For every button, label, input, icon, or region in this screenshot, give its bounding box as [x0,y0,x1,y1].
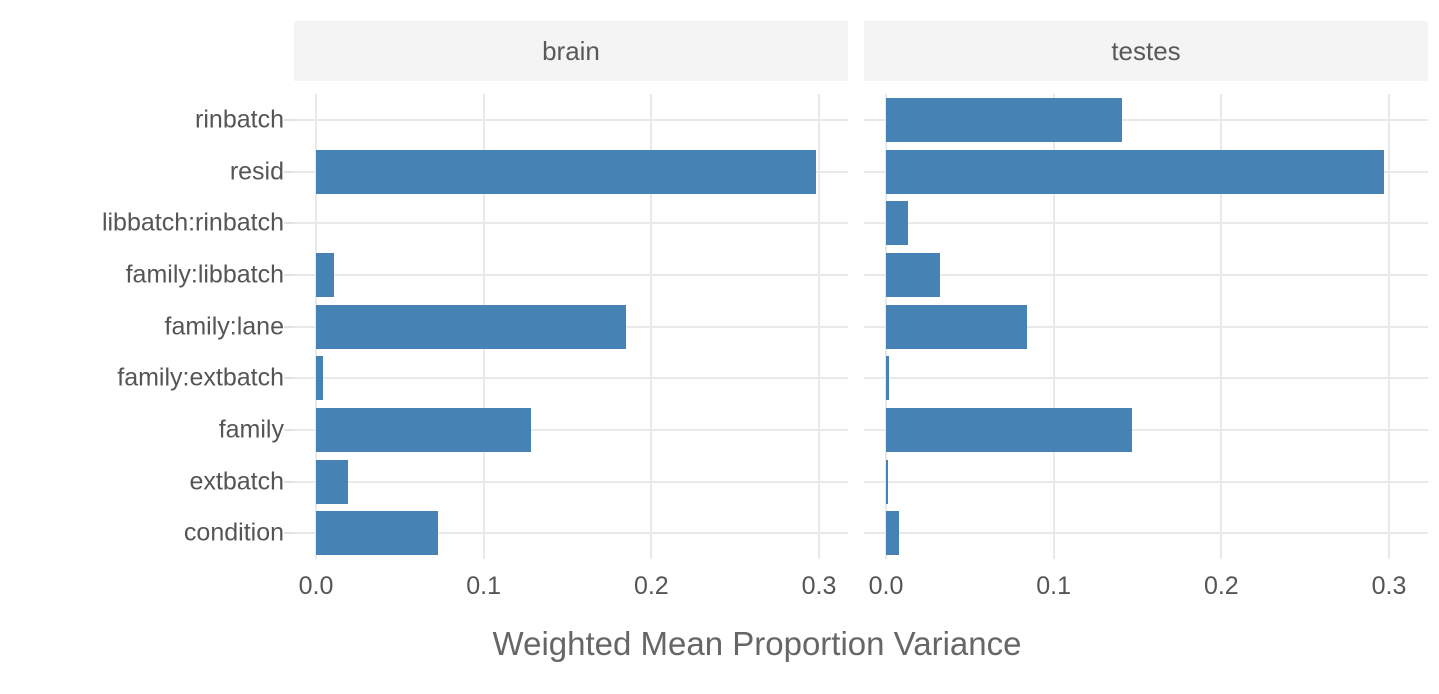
x-tick-label: 0.2 [1203,572,1239,600]
gridline-horizontal [864,480,1428,483]
gridline-vertical [1052,94,1055,559]
gridline-horizontal [864,428,1428,431]
gridline-horizontal [864,273,1428,276]
x-tick-label: 0.3 [801,572,837,600]
x-tick-label: 0.1 [466,572,502,600]
bar-brain-family:extbatch [316,356,323,401]
y-axis-label: resid [229,157,284,185]
y-axis-label: family:libbatch [125,260,284,289]
gridline-horizontal [294,428,848,431]
y-tick-mark [284,170,294,173]
bar-brain-resid [316,149,816,194]
y-axis-label: family:lane [164,312,285,340]
y-axis-label: family:extbatch [117,363,284,392]
y-tick-mark [284,325,294,328]
gridline-vertical [1388,94,1390,559]
y-axis-label: extbatch [189,467,284,495]
y-axis-label: family [218,415,284,444]
panel-brain [294,94,848,559]
y-axis-label: rinbatch [195,105,284,134]
y-tick-mark [284,118,294,121]
x-tick-label: 0.3 [1371,572,1407,600]
gridline-horizontal [294,532,848,535]
gridline-vertical [650,94,653,559]
gridline-vertical [818,94,820,559]
x-tick-label: 0.1 [1036,572,1072,600]
bar-testes-rinbatch [886,97,1123,142]
x-tick-label: 0.2 [633,572,669,600]
bar-testes-extbatch [886,459,888,504]
bar-brain-family:libbatch [316,252,335,297]
gridline-horizontal [864,118,1428,121]
bar-testes-family:lane [886,304,1027,349]
panel-testes [864,94,1428,559]
gridline-horizontal [864,222,1428,225]
y-tick-mark [284,222,294,225]
y-tick-mark [284,273,294,276]
gridline-horizontal [294,118,848,121]
gridline-horizontal [864,325,1428,328]
gridline-horizontal [294,480,848,483]
facet-label-testes: testes [1111,35,1181,66]
y-axis-label: libbatch:rinbatch [101,208,284,237]
y-tick-mark [284,428,294,431]
y-axis-label: condition [183,518,284,547]
gridline-horizontal [294,377,848,380]
bar-brain-extbatch [316,459,348,504]
gridline-vertical [1220,94,1223,559]
y-tick-mark [284,377,294,380]
bar-brain-family [316,407,531,452]
facet-label-brain: brain [542,35,600,66]
bar-testes-family:extbatch [886,356,890,401]
bar-testes-family [886,407,1133,452]
y-tick-mark [284,480,294,483]
x-axis-title: Weighted Mean Proportion Variance [492,625,1022,662]
bar-brain-condition [316,511,439,556]
gridline-horizontal [294,273,848,276]
bar-testes-condition [886,511,900,556]
gridline-horizontal [864,377,1428,380]
gridline-horizontal [864,532,1428,535]
facet-strip-brain: brain [294,21,848,81]
bar-testes-resid [886,149,1384,194]
bar-brain-family:lane [316,304,627,349]
y-tick-mark [284,532,294,535]
bar-testes-family:libbatch [886,252,940,297]
x-tick-label: 0.0 [868,572,904,600]
bar-testes-libbatch:rinbatch [886,201,908,246]
facet-strip-testes: testes [864,21,1428,81]
x-tick-label: 0.0 [298,572,334,600]
gridline-horizontal [294,222,848,225]
